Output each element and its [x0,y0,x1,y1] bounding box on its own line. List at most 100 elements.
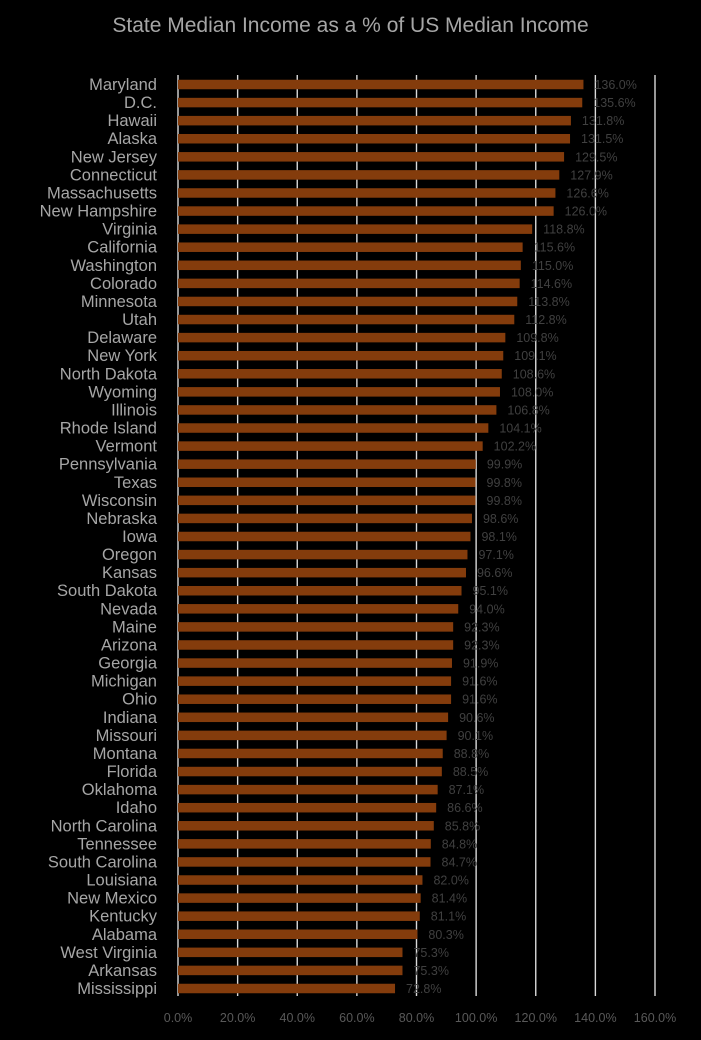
data-label: 108.6% [513,367,555,381]
data-label: 131.8% [582,114,624,128]
data-label: 131.5% [581,132,623,146]
bar [178,188,556,198]
bar [178,622,454,632]
data-label: 136.0% [594,78,636,92]
bar [178,405,497,415]
data-label: 92.3% [464,620,499,634]
bar [178,875,423,885]
data-label: 109.8% [516,331,558,345]
data-label: 91.6% [462,693,497,707]
category-label: Michigan [91,673,157,691]
chart-title: State Median Income as a % of US Median … [112,14,589,37]
bar [178,531,471,542]
category-label: Arkansas [88,962,157,980]
bar [178,748,443,759]
data-label: 84.8% [442,837,477,851]
data-label: 99.8% [487,476,522,490]
bar [178,658,452,668]
data-label: 127.9% [570,168,612,182]
bar [178,983,396,994]
bar [178,278,520,289]
data-label: 82.0% [433,874,468,888]
x-tick-label: 140.0% [574,1011,616,1025]
data-label: 81.1% [431,910,466,924]
bar [178,549,468,560]
bar [178,604,459,614]
bar [178,314,515,325]
category-label: Oregon [102,546,157,564]
category-label: Washington [70,257,157,275]
category-label: Utah [122,311,157,329]
bar [178,821,434,831]
x-tick-label: 60.0% [339,1011,374,1025]
category-label: South Carolina [48,853,158,871]
bar [178,79,584,90]
data-label: 75.3% [413,964,448,978]
category-label: Indiana [103,709,158,727]
bar [178,369,502,379]
bar [178,97,583,108]
bar [178,242,523,252]
data-label: 98.1% [481,530,516,544]
data-label: 115.6% [534,241,575,255]
bar [178,857,431,867]
bar [178,513,472,524]
category-label: Hawaii [107,112,157,130]
data-label: 135.6% [593,96,635,110]
data-label: 85.8% [445,819,480,833]
data-label: 84.7% [442,855,477,869]
category-label: Vermont [96,438,158,456]
data-label: 126.0% [565,205,607,219]
data-label: 90.1% [458,729,493,743]
category-label: Oklahoma [82,781,158,799]
category-label: Maine [112,618,157,636]
x-tick-label: 0.0% [164,1011,193,1025]
category-label: Nebraska [86,510,157,528]
data-label: 112.8% [525,313,566,327]
category-label: Pennsylvania [59,456,158,474]
bar [178,170,560,180]
bar [178,694,452,704]
data-label: 106.8% [507,403,549,417]
bar [178,947,403,958]
category-label: South Dakota [57,582,158,600]
bar [178,802,437,813]
category-label: Delaware [87,329,157,347]
bar [178,640,454,650]
category-label: New Hampshire [40,203,157,221]
data-label: 96.6% [477,566,512,580]
data-label: 99.9% [487,458,522,472]
category-label: Florida [107,763,158,781]
bar [178,567,466,578]
category-label: Mississippi [77,980,157,998]
bar [178,206,554,216]
data-label: 80.3% [428,928,463,942]
data-label: 114.6% [531,277,572,291]
category-label: Massachusetts [47,184,157,202]
bar [178,477,476,488]
x-tick-label: 80.0% [399,1011,434,1025]
data-label: 87.1% [449,783,484,797]
category-label: Connecticut [70,166,158,184]
x-tick-label: 20.0% [220,1011,255,1025]
data-label: 115.0% [532,259,573,273]
bar [178,585,462,596]
bar [178,133,571,144]
data-label: 99.8% [487,494,522,508]
bar [178,224,533,234]
category-label: Arizona [101,636,158,654]
category-label: D.C. [124,94,157,112]
data-label: 109.1% [514,349,556,363]
category-label: Rhode Island [60,420,157,438]
bar [178,929,418,940]
data-label: 113.8% [528,295,569,309]
x-tick-label: 100.0% [455,1011,497,1025]
data-label: 86.6% [447,801,482,815]
category-label: Texas [114,474,157,492]
bar [178,115,571,126]
x-tick-label: 40.0% [280,1011,315,1025]
category-label: North Dakota [60,365,158,383]
bar [178,423,489,433]
data-label: 95.1% [473,584,508,598]
